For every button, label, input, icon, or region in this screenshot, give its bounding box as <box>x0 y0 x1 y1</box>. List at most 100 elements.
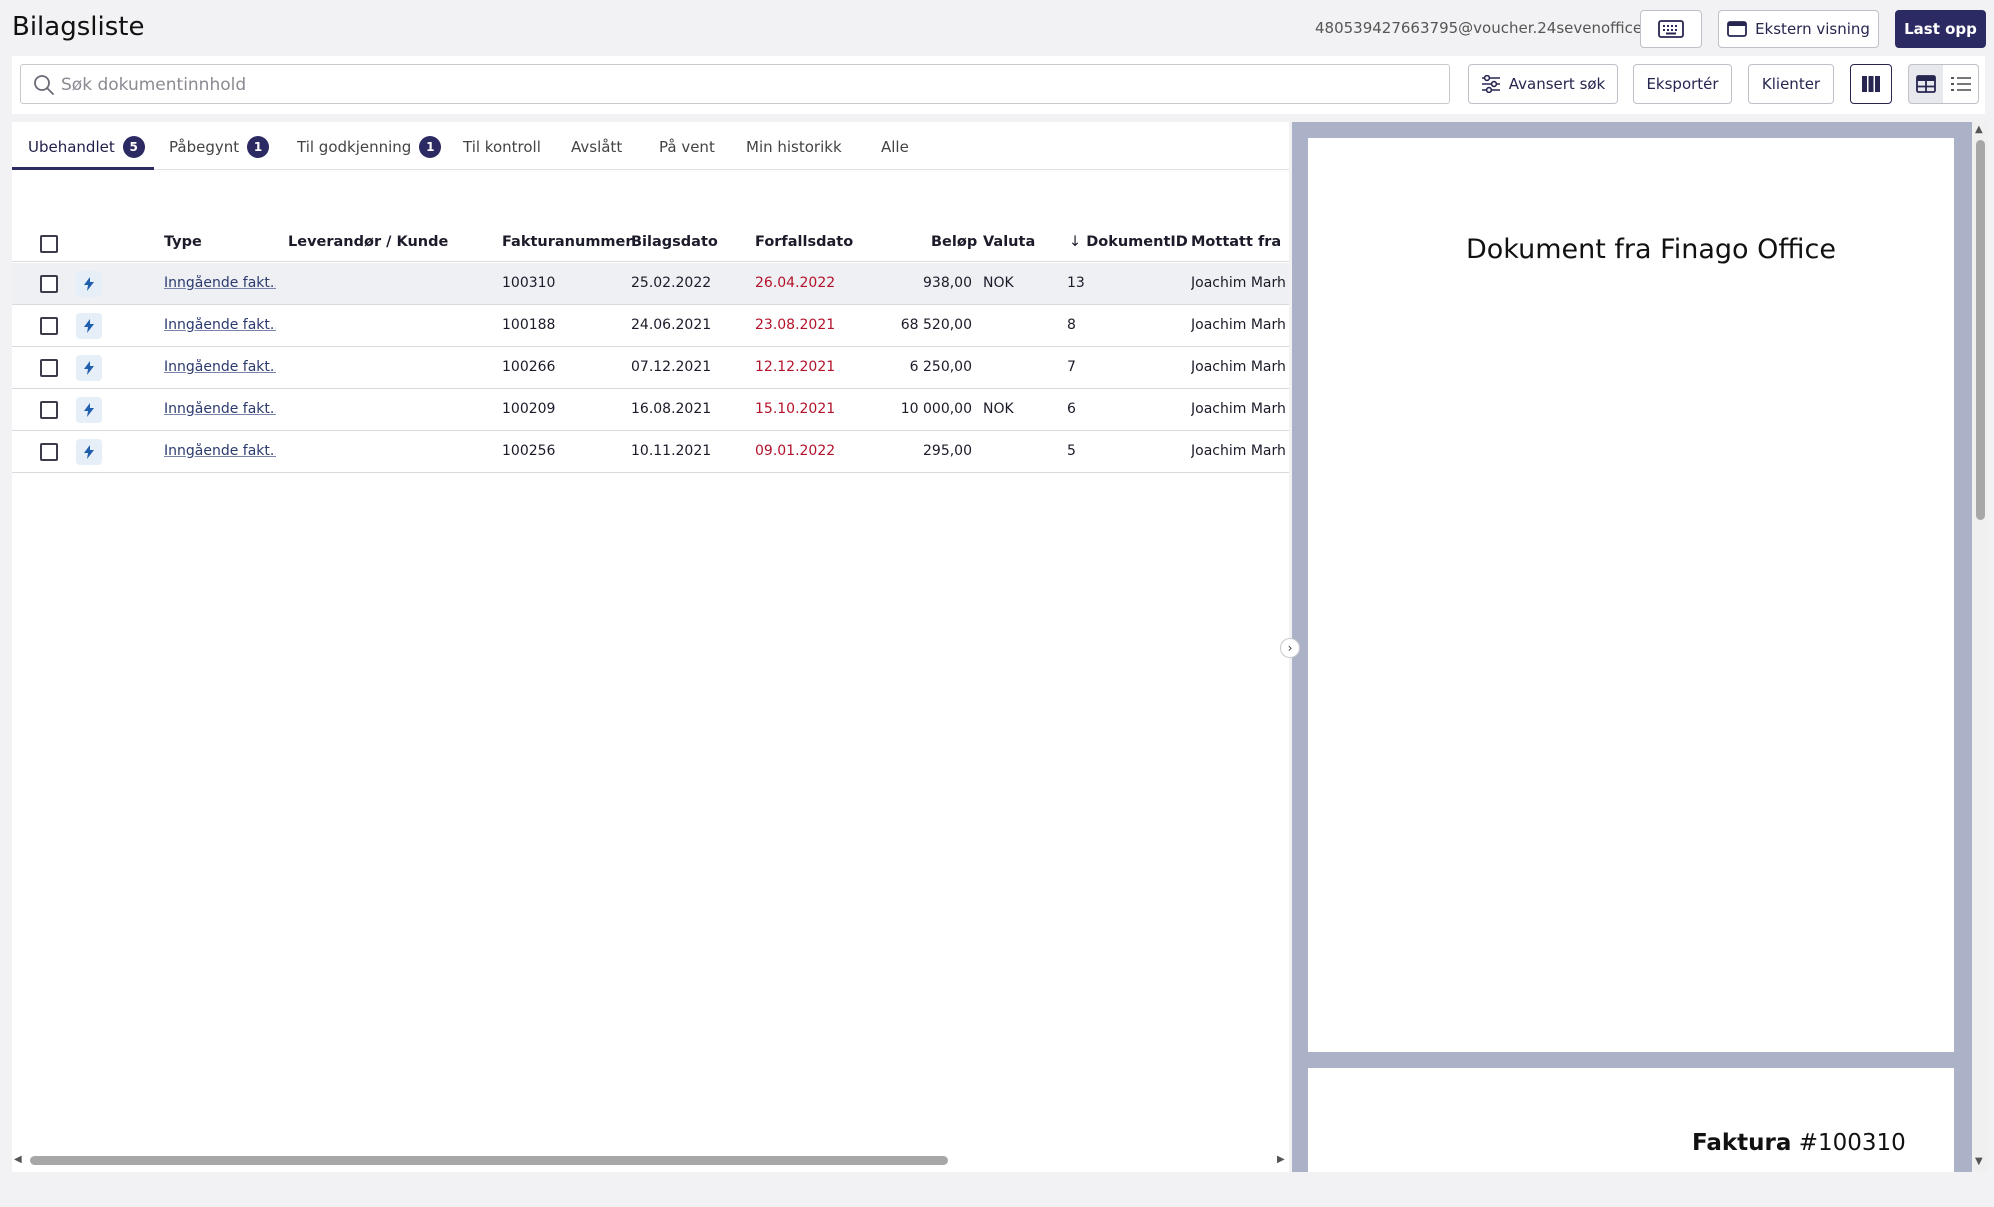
row-type[interactable]: Inngående fakt... <box>164 401 276 417</box>
row-due-date: 26.04.2022 <box>755 275 836 291</box>
search-input[interactable] <box>61 71 1431 99</box>
column-header-type[interactable]: Type <box>164 234 202 250</box>
invoice-label: Faktura <box>1692 1130 1792 1156</box>
external-view-label: Ekstern visning <box>1755 20 1870 38</box>
active-tab-indicator <box>12 167 154 170</box>
row-checkbox[interactable] <box>40 359 58 377</box>
page-title: Bilagsliste <box>12 12 145 42</box>
row-due-date: 09.01.2022 <box>755 443 836 459</box>
column-header-supplier[interactable]: Leverandør / Kunde <box>288 234 449 250</box>
window-icon <box>1727 21 1747 37</box>
tab-label: Påbegynt <box>169 138 240 156</box>
tab-label: Alle <box>881 138 909 156</box>
row-type[interactable]: Inngående fakt... <box>164 443 276 459</box>
table-header: Type Leverandør / Kunde Fakturanummer Bi… <box>12 222 1289 262</box>
scroll-up-icon[interactable]: ▲ <box>1975 124 1983 135</box>
row-checkbox[interactable] <box>40 401 58 419</box>
row-document-id: 13 <box>1067 275 1085 291</box>
scroll-down-icon[interactable]: ▼ <box>1975 1156 1983 1167</box>
table-row[interactable]: Inngående fakt... 100256 10.11.2021 09.0… <box>12 431 1289 473</box>
tab-til-godkjenning[interactable]: Til godkjenning 1 <box>297 132 442 170</box>
row-invoice-number: 100188 <box>502 317 556 333</box>
row-voucher-date: 07.12.2021 <box>631 359 712 375</box>
row-type[interactable]: Inngående fakt... <box>164 275 276 291</box>
table-row[interactable]: Inngående fakt... 100188 24.06.2021 23.0… <box>12 305 1289 347</box>
columns-button[interactable] <box>1850 64 1892 104</box>
row-checkbox[interactable] <box>40 275 58 293</box>
vertical-scroll-thumb[interactable] <box>1976 140 1985 520</box>
list-view-icon <box>1950 77 1971 91</box>
tab-label: Til godkjenning <box>297 138 412 156</box>
row-type[interactable]: Inngående fakt... <box>164 359 276 375</box>
advanced-search-button[interactable]: Avansert søk <box>1468 64 1618 104</box>
lightning-icon <box>76 397 102 423</box>
row-voucher-date: 25.02.2022 <box>631 275 712 291</box>
external-view-button[interactable]: Ekstern visning <box>1718 10 1879 48</box>
row-checkbox[interactable] <box>40 443 58 461</box>
tab-avslatt[interactable]: Avslått <box>571 132 622 170</box>
column-header-due-date[interactable]: Forfallsdato <box>755 234 854 250</box>
row-type[interactable]: Inngående fakt... <box>164 317 276 333</box>
tab-label: Til kontroll <box>463 138 541 156</box>
preview-page: Dokument fra Finago Office <box>1308 138 1954 1052</box>
tab-pabegynt[interactable]: Påbegynt 1 <box>169 132 270 170</box>
tab-min-historikk[interactable]: Min historikk <box>746 132 842 170</box>
row-currency: NOK <box>983 401 1014 417</box>
clients-label: Klienter <box>1761 75 1821 93</box>
clients-button[interactable]: Klienter <box>1748 64 1834 104</box>
tab-ubehandlet[interactable]: Ubehandlet 5 <box>28 132 145 170</box>
lightning-icon <box>76 313 102 339</box>
tab-til-kontroll[interactable]: Til kontroll <box>463 132 541 170</box>
invoice-number: #100310 <box>1798 1130 1906 1156</box>
row-amount: 295,00 <box>923 443 972 459</box>
row-document-id: 8 <box>1067 317 1076 333</box>
tab-label: Ubehandlet <box>28 138 115 156</box>
horizontal-scrollbar[interactable]: ◀ ▶ <box>12 1152 1289 1168</box>
table-row[interactable]: Inngående fakt... 100209 16.08.2021 15.1… <box>12 389 1289 431</box>
table-view-icon <box>1916 75 1936 93</box>
voucher-email: 480539427663795@voucher.24sevenoffice.co… <box>1315 19 1679 37</box>
tab-count-badge: 1 <box>419 136 442 158</box>
search-toolbar: Avansert søk Eksportér Klienter <box>12 56 1985 114</box>
row-document-id: 7 <box>1067 359 1076 375</box>
scroll-right-icon[interactable]: ▶ <box>1277 1154 1285 1165</box>
column-header-voucher-date[interactable]: Bilagsdato <box>631 234 718 250</box>
collapse-preview-button[interactable]: › <box>1280 638 1300 658</box>
table-row[interactable]: Inngående fakt... 100310 25.02.2022 26.0… <box>12 263 1289 305</box>
search-box <box>20 64 1450 104</box>
row-currency: NOK <box>983 275 1014 291</box>
select-all-checkbox[interactable] <box>40 235 58 253</box>
table-view-button[interactable] <box>1908 64 1944 104</box>
sliders-icon <box>1481 75 1500 93</box>
row-voucher-date: 16.08.2021 <box>631 401 712 417</box>
document-preview: Dokument fra Finago Office Faktura #1003… <box>1292 122 1972 1172</box>
tab-pa-vent[interactable]: På vent <box>659 132 715 170</box>
table-row[interactable]: Inngående fakt... 100266 07.12.2021 12.1… <box>12 347 1289 389</box>
column-header-document-id-label: DokumentID <box>1086 234 1188 250</box>
preview-vertical-scrollbar[interactable]: ▲ ▼ <box>1972 122 1988 1172</box>
horizontal-scroll-thumb[interactable] <box>30 1156 948 1165</box>
top-bar: Bilagsliste 480539427663795@voucher.24se… <box>0 0 1994 56</box>
status-tabs: Ubehandlet 5 Påbegynt 1 Til godkjenning … <box>12 122 1289 170</box>
advanced-search-label: Avansert søk <box>1508 75 1606 93</box>
list-view-button[interactable] <box>1943 64 1979 104</box>
export-button[interactable]: Eksportér <box>1633 64 1732 104</box>
scroll-left-icon[interactable]: ◀ <box>14 1154 22 1165</box>
tab-label: Min historikk <box>746 138 842 156</box>
preview-page: Faktura #100310 <box>1308 1068 1954 1172</box>
column-header-currency[interactable]: Valuta <box>983 234 1036 250</box>
row-checkbox[interactable] <box>40 317 58 335</box>
row-amount: 6 250,00 <box>909 359 972 375</box>
column-header-received-from[interactable]: Mottatt fra <box>1191 234 1282 250</box>
row-invoice-number: 100310 <box>502 275 556 291</box>
export-label: Eksportér <box>1646 75 1719 93</box>
row-received-from: Joachim Marh <box>1191 359 1286 375</box>
tab-alle[interactable]: Alle <box>881 132 909 170</box>
row-invoice-number: 100209 <box>502 401 556 417</box>
column-header-document-id[interactable]: ↓ DokumentID <box>1069 234 1188 250</box>
column-header-amount[interactable]: Beløp <box>931 234 978 250</box>
column-header-invoice-number[interactable]: Fakturanummer <box>502 234 633 250</box>
upload-button[interactable]: Last opp <box>1895 10 1986 48</box>
keyboard-button[interactable] <box>1640 10 1702 48</box>
row-due-date: 15.10.2021 <box>755 401 836 417</box>
